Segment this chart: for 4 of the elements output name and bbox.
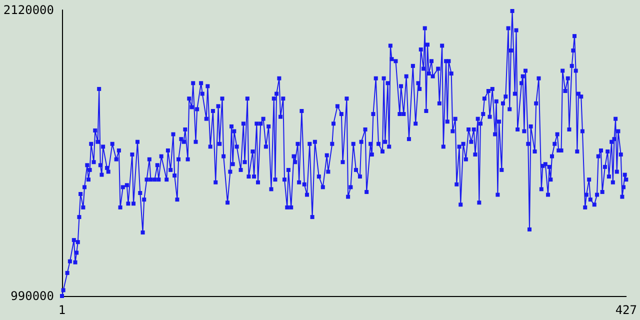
y-tick-label: 990000 xyxy=(10,289,54,303)
x-tick-label: 427 xyxy=(615,303,638,317)
x-tick-label: 1 xyxy=(58,303,66,317)
y-tick-label: 2120000 xyxy=(3,3,54,17)
